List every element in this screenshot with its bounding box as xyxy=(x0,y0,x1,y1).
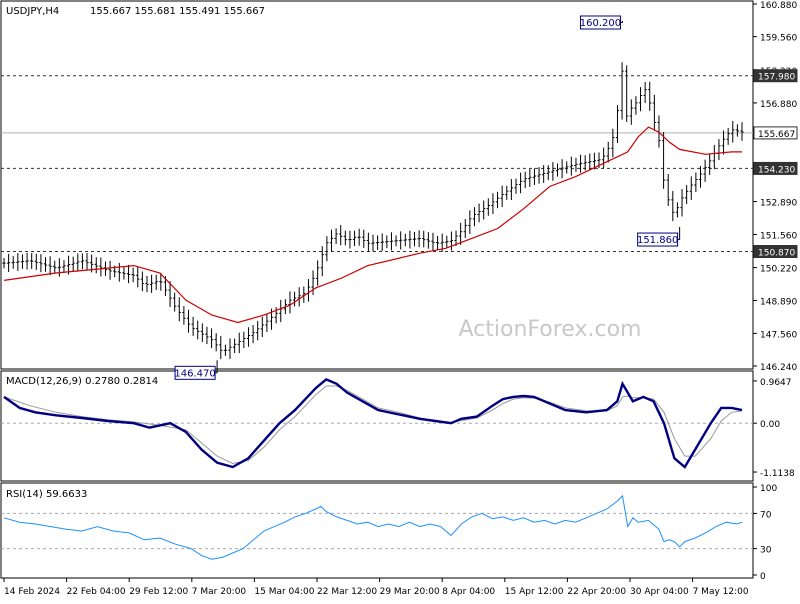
moving-average-line xyxy=(3,126,742,324)
x-tick-label: 29 Mar 20:00 xyxy=(380,587,440,597)
x-tick-label: 22 Apr 20:00 xyxy=(567,587,626,597)
y-tick-label: 70 xyxy=(760,510,772,520)
macd-layer xyxy=(1,378,753,469)
axes-layer: 160.880159.560158.220156.880155.560154.2… xyxy=(3,1,798,597)
y-tick-label: 0.9647 xyxy=(760,378,792,388)
rsi-title: RSI(14) 59.6633 xyxy=(6,489,87,500)
x-tick-label: 15 Mar 04:00 xyxy=(254,587,314,597)
y-tick-label: 100 xyxy=(760,484,777,494)
y-tick-label: 151.560 xyxy=(760,231,797,241)
price-panel xyxy=(0,0,754,370)
macd-panel xyxy=(0,370,754,482)
annotation-label: 160.200 xyxy=(580,18,621,29)
x-tick-label: 29 Feb 12:00 xyxy=(129,587,188,597)
level-label: 150.870 xyxy=(758,249,795,259)
watermark: ActionForex.com xyxy=(459,317,642,342)
y-tick-label: 0.00 xyxy=(760,420,780,430)
annotation-box xyxy=(174,365,216,380)
macd-line xyxy=(3,378,743,469)
y-tick-label: 0 xyxy=(760,572,766,582)
x-tick-label: 22 Mar 12:00 xyxy=(317,587,377,597)
rsi-line xyxy=(3,494,743,560)
x-tick-label: 7 Mar 20:00 xyxy=(192,587,247,597)
y-tick-label: 147.560 xyxy=(760,330,797,340)
y-tick-label: 30 xyxy=(760,546,772,556)
y-tick-label: 160.880 xyxy=(760,1,797,11)
y-tick-label: 148.890 xyxy=(760,297,797,307)
level-label: 155.667 xyxy=(758,130,795,140)
y-tick-label: -1.1138 xyxy=(760,469,795,479)
ohlc-readout: 155.667 155.681 155.491 155.667 xyxy=(90,6,265,17)
x-tick-label: 30 Apr 04:00 xyxy=(630,587,689,597)
macd-title: MACD(12,26,9) 0.2780 0.2814 xyxy=(6,376,158,387)
y-tick-label: 159.560 xyxy=(760,34,797,44)
annotation-label: 146.470 xyxy=(174,368,215,379)
level-label-box xyxy=(753,126,798,140)
y-tick-label: 152.890 xyxy=(760,199,797,209)
level-label-box xyxy=(753,245,798,259)
x-tick-label: 14 Feb 2024 xyxy=(4,587,60,597)
price-layer: 160.200 151.860 146.470 xyxy=(1,15,753,380)
chart-title: USDJPY,H4 xyxy=(6,6,59,17)
x-tick-label: 15 Apr 12:00 xyxy=(505,587,564,597)
y-tick-label: 146.240 xyxy=(760,363,797,373)
rsi-layer xyxy=(1,494,753,560)
level-label: 154.230 xyxy=(758,165,795,175)
y-tick-label: 150.220 xyxy=(760,265,797,275)
level-label-box xyxy=(753,161,798,175)
level-label-box xyxy=(753,69,798,83)
annotation-box xyxy=(579,15,621,30)
x-tick-label: 22 Feb 04:00 xyxy=(67,587,126,597)
rsi-panel xyxy=(0,482,754,579)
x-tick-label: 8 Apr 04:00 xyxy=(442,587,495,597)
level-label: 157.980 xyxy=(758,73,795,83)
annotation-box xyxy=(637,232,679,247)
annotation-label: 151.860 xyxy=(637,235,678,246)
x-tick-label: 7 May 12:00 xyxy=(693,587,749,597)
y-tick-label: 156.880 xyxy=(760,100,797,110)
